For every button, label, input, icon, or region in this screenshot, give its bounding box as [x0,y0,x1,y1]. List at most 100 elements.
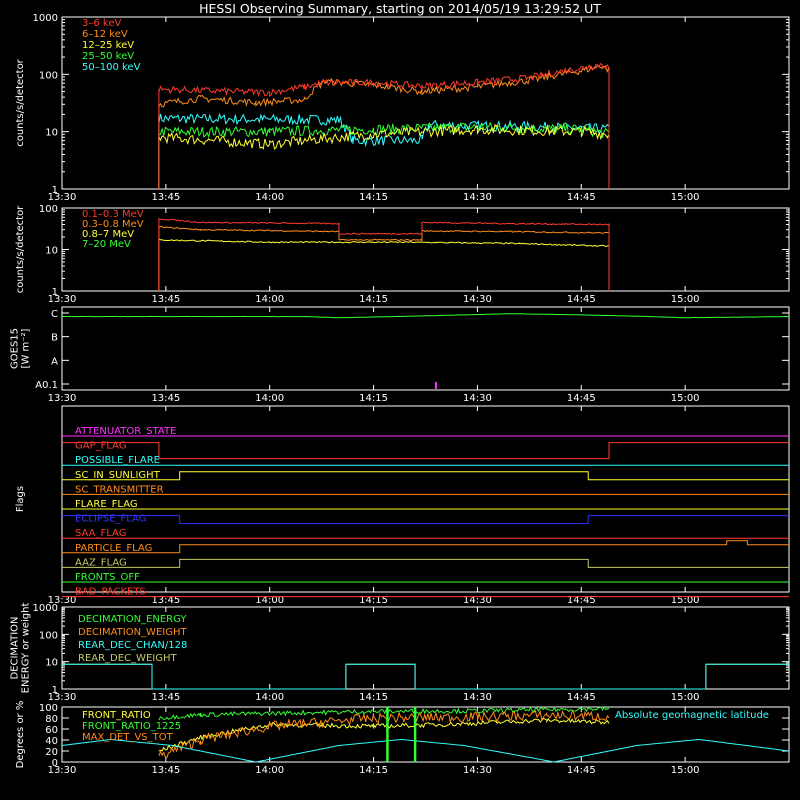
ratios-legend-1: FRONT_RATIO_1225 [82,721,181,732]
ratios-legend-3: Absolute geomagnetic latitude [615,710,769,721]
flag-line-1 [62,442,789,460]
lo-energy-ytick-label: 100 [39,70,58,81]
hi-energy-panel: 13:30 13:45 14:00 14:15 14:30 14:45 15:00 1 10 10… [15,204,790,305]
flag-line-3 [62,471,789,481]
hi-energy-xtick-label: 14:15 [359,294,388,305]
flag-label-10: FRONTS_OFF [75,572,140,583]
lo-energy-legend-2: 12–25 keV [82,40,134,51]
lo-energy-ytick-label: 1 [52,185,58,196]
flags-ylabel: Flags [15,486,26,512]
goes-ylabel: [W m⁻²] [21,328,32,368]
lo-energy-xtick-label: 14:30 [463,192,492,203]
goes-xtick-label: 14:15 [359,393,388,404]
decimation-xtick-label: 14:15 [359,692,388,703]
lo-energy-xtick-label: 14:00 [255,192,284,203]
lo-energy-xtick-label: 15:00 [671,192,700,203]
lo-energy-xtick-label: 14:45 [567,192,596,203]
goes-xtick-label: 14:45 [567,393,596,404]
flag-label-11: BAD_PACKETS [75,587,146,598]
lo-energy-ytick-label: 10 [45,128,58,139]
ratios-ylabel: Degrees or % [15,701,26,769]
hi-energy-ytick-label: 100 [39,204,58,215]
flags-frame [61,405,790,593]
decimation-legend-1: DECIMATION_WEIGHT [78,627,187,638]
hi-energy-xtick-label: 15:00 [671,294,700,305]
ratios-ytick-label: 20 [45,747,58,758]
hi-energy-xtick-label: 13:30 [48,294,77,305]
hi-energy-ytick-label: 1 [52,287,58,298]
decimation-xtick-label: 13:30 [48,692,77,703]
decimation-legend-3: REAR_DEC_WEIGHT [78,653,177,664]
hi-energy-series-line [158,238,610,291]
goes-ytick-label: A0.1 [35,380,58,391]
ratios-xtick-label: 14:45 [567,765,596,776]
ratios-xtick-label: 14:30 [463,765,492,776]
hi-energy-frame [61,207,790,292]
hi-energy-xtick-label: 14:30 [463,294,492,305]
ratios-series-line [158,705,610,721]
flag-label-7: SAA_FLAG [75,528,126,539]
goes-ytick-label: A [51,356,58,367]
ratios-xtick-label: 15:00 [671,765,700,776]
ratios-xtick-label: 14:15 [359,765,388,776]
lo-energy-xtick-label: 13:45 [151,192,180,203]
lo-energy-legend-1: 6–12 keV [82,29,128,40]
flag-label-1: GAP_FLAG [75,441,127,452]
lo-energy-panel: 13:30 13:45 14:00 14:15 14:30 14:45 15:00 1 10 10… [15,13,790,203]
flags-xtick-label: 14:45 [567,595,596,606]
goes-ylabel: GOES15 [10,328,21,369]
lo-energy-xtick-label: 14:15 [359,192,388,203]
goes-xtick-label: 13:30 [48,393,77,404]
hi-energy-xtick-label: 14:00 [255,294,284,305]
ratios-series-line [61,738,790,763]
decimation-panel: 13:30 13:45 14:00 14:15 14:30 14:45 15:00 1 10 10… [10,603,790,703]
goes-ytick-label: B [51,333,58,344]
decimation-ytick-label: 10 [45,658,58,669]
flag-label-6: ECLIPSE_FLAG [75,514,146,525]
flags-xtick-label: 13:30 [48,595,77,606]
flag-label-2: POSSIBLE_FLARE [75,455,160,466]
hi-energy-legend-1: 0.3–0.8 MeV [82,219,144,230]
goes-xtick-label: 15:00 [671,393,700,404]
flag-line-6 [62,515,789,525]
decimation-xtick-label: 15:00 [671,692,700,703]
lo-energy-series-line [158,62,610,189]
decimation-legend-0: DECIMATION_ENERGY [78,614,187,625]
goes-ytick-label: C [51,309,58,320]
lo-energy-legend-4: 50–100 keV [82,62,141,73]
ratios-frame [61,706,790,763]
decimation-legend-2: REAR_DEC_CHAN/128 [78,640,187,651]
ratios-xtick-label: 14:00 [255,765,284,776]
flag-label-9: AAZ_FLAG [75,557,127,568]
lo-energy-series-line [158,112,610,189]
ratios-xtick-label: 13:30 [48,765,77,776]
decimation-xtick-label: 14:00 [255,692,284,703]
flags-xtick-label: 14:15 [359,595,388,606]
hi-energy-series-line [158,226,610,291]
flag-line-8 [62,540,789,554]
hi-energy-legend-0: 0.1–0.3 MeV [82,209,144,220]
ratios-ytick-label: 40 [45,736,58,747]
lo-energy-series-line [158,121,610,189]
lo-energy-series-line [158,65,610,189]
ratios-legend-0: FRONT_RATIO [82,710,151,721]
hi-energy-xtick-label: 14:45 [567,294,596,305]
lo-energy-xtick-label: 13:30 [48,192,77,203]
flags-xtick-label: 13:45 [151,595,180,606]
hi-energy-ytick-label: 10 [45,246,58,257]
goes-series-line [61,313,790,319]
ratios-panel: 13:30 13:45 14:00 14:15 14:30 14:45 15:00 02040… [15,701,790,776]
goes-xtick-label: 13:45 [151,393,180,404]
hi-energy-series-line [158,217,610,291]
flag-label-5: FLARE_FLAG [75,499,138,510]
decimation-xtick-label: 14:45 [567,692,596,703]
decimation-ylabel: DECIMATION [10,616,21,679]
lo-energy-legend-3: 25–50 keV [82,51,134,62]
decimation-ytick-label: 100 [39,630,58,641]
ratios-ytick-label: 60 [45,725,58,736]
ratios-ytick-label: 80 [45,714,58,725]
flag-label-0: ATTENUATOR_STATE [75,426,176,437]
goes-panel: 13:30 13:45 14:00 14:15 14:30 14:45 15:00 A0.1 A… [10,306,790,404]
lo-energy-series-line [158,124,610,189]
